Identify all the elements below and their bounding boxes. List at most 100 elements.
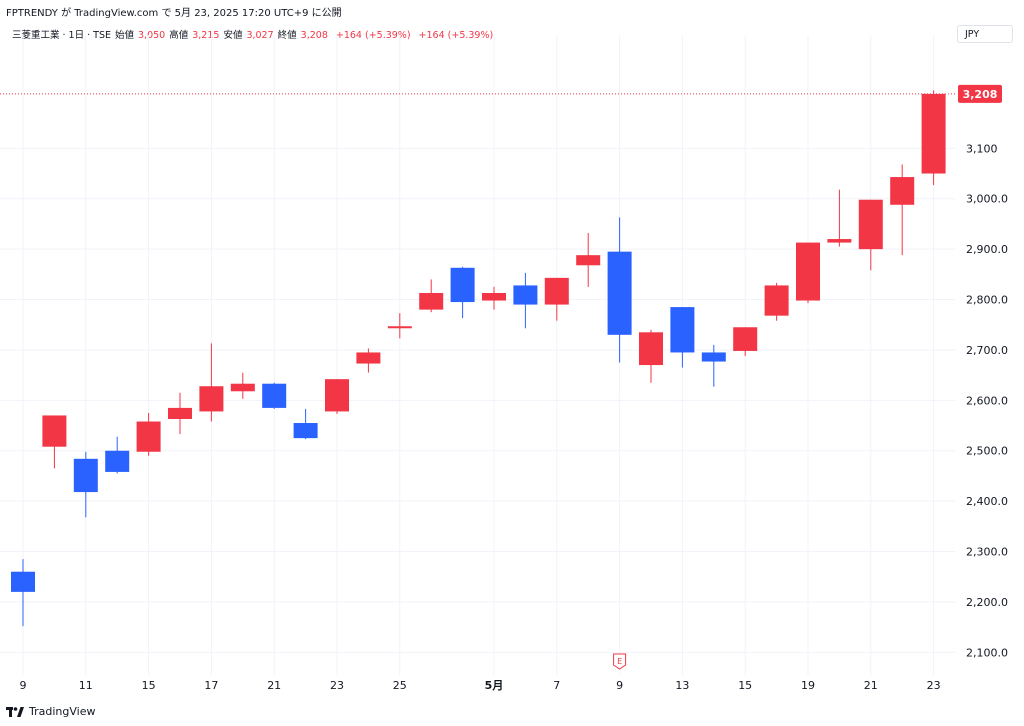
y-tick-label: 2,300.0 bbox=[966, 546, 1008, 559]
x-tick-label: 7 bbox=[553, 679, 560, 692]
last-price-tag-text: 3,208 bbox=[963, 88, 998, 101]
candle-body bbox=[168, 407, 192, 419]
legend-change: +164 (+5.39%) bbox=[335, 30, 411, 41]
legend-open-value: 3,050 bbox=[138, 30, 166, 41]
candle-body bbox=[701, 352, 726, 362]
candle-body bbox=[325, 379, 349, 412]
candle-down bbox=[670, 307, 695, 368]
y-tick-label: 2,900.0 bbox=[966, 243, 1008, 256]
candle-body bbox=[921, 93, 946, 174]
candle-body bbox=[796, 242, 820, 301]
candle-body bbox=[858, 199, 883, 250]
candle-body bbox=[576, 255, 601, 266]
symbol-legend: 三菱重工業 · 1日 · TSE 始値 3,050 高値 3,215 安値 3,027… bbox=[12, 27, 493, 41]
candle-up bbox=[482, 286, 506, 310]
candle-body bbox=[136, 421, 161, 452]
candle-up bbox=[136, 412, 161, 456]
candle-body bbox=[387, 326, 412, 329]
candle-up bbox=[387, 313, 412, 339]
axes: 2,100.0 2,200.0 2,300.0 2,400.0 2,500.0 2,600… bbox=[20, 84, 1008, 692]
legend-open-label: 始値 bbox=[115, 30, 135, 41]
candle-body bbox=[230, 383, 255, 392]
candle-up bbox=[921, 90, 946, 186]
candle-up bbox=[168, 392, 192, 435]
x-tick-label: 23 bbox=[927, 679, 941, 692]
candle-body bbox=[639, 332, 663, 366]
candle-body bbox=[827, 239, 852, 243]
legend-close-value: 3,208 bbox=[300, 30, 328, 41]
candle-up bbox=[230, 372, 255, 399]
candle-body bbox=[73, 458, 98, 493]
y-tick-label: 2,400.0 bbox=[966, 495, 1008, 508]
candle-up bbox=[419, 279, 444, 313]
y-tick-label: 2,200.0 bbox=[966, 596, 1008, 609]
candle-up bbox=[858, 199, 883, 271]
last-price-tag: 3,208 bbox=[958, 84, 1002, 103]
candle-up bbox=[325, 379, 349, 414]
candle-up bbox=[42, 415, 67, 469]
candle-body bbox=[482, 292, 506, 301]
candle-up bbox=[639, 329, 663, 383]
candle-down bbox=[607, 217, 632, 363]
grid-lines bbox=[0, 35, 955, 675]
x-tick-label: 11 bbox=[79, 679, 93, 692]
candle-down bbox=[73, 451, 98, 518]
tradingview-icon bbox=[6, 706, 24, 717]
candle-down bbox=[701, 344, 726, 387]
candle-up bbox=[796, 242, 820, 304]
candle-down bbox=[105, 436, 130, 474]
x-tick-label: 17 bbox=[204, 679, 218, 692]
candle-down bbox=[262, 382, 287, 409]
y-tick-label: 2,100.0 bbox=[966, 646, 1008, 659]
x-tick-label: 23 bbox=[330, 679, 344, 692]
candle-down bbox=[293, 408, 318, 440]
x-tick-label: 25 bbox=[393, 679, 407, 692]
earnings-marker-label: E bbox=[617, 657, 622, 666]
x-tick-label: 21 bbox=[267, 679, 281, 692]
x-tick-label: 13 bbox=[675, 679, 689, 692]
candle-body bbox=[356, 352, 381, 364]
legend-high-label: 高値 bbox=[169, 30, 189, 41]
earnings-marker: E bbox=[613, 653, 627, 670]
candle-body bbox=[419, 292, 444, 310]
x-tick-label: 15 bbox=[738, 679, 752, 692]
currency-selector[interactable]: JPY bbox=[957, 25, 1013, 43]
legend-symbol: 三菱重工業 · 1日 · TSE bbox=[12, 30, 111, 41]
candle-body bbox=[513, 285, 538, 305]
x-tick-label: 5月 bbox=[485, 679, 504, 692]
candle-up bbox=[544, 277, 569, 321]
publish-attribution: FPTRENDY が TradingView.com で 5月 23, 2025… bbox=[6, 8, 342, 19]
candle-down bbox=[450, 266, 475, 319]
candle-body bbox=[670, 307, 695, 353]
y-tick-label: 2,500.0 bbox=[966, 445, 1008, 458]
y-tick-label: 2,700.0 bbox=[966, 344, 1008, 357]
candle-down bbox=[513, 272, 538, 329]
candle-up bbox=[827, 189, 852, 247]
candle-up bbox=[356, 348, 381, 373]
x-tick-label: 9 bbox=[616, 679, 623, 692]
candle-body bbox=[199, 386, 224, 412]
candle-body bbox=[450, 267, 475, 303]
candle-down bbox=[11, 559, 35, 627]
candle-up bbox=[733, 327, 758, 356]
x-tick-label: 15 bbox=[142, 679, 156, 692]
legend-low-label: 安値 bbox=[223, 30, 243, 41]
candle-up bbox=[576, 233, 601, 287]
candle-body bbox=[262, 383, 287, 408]
legend-low-value: 3,027 bbox=[246, 30, 274, 41]
footer-brand-text: TradingView bbox=[29, 705, 96, 718]
candle-body bbox=[11, 571, 35, 592]
y-tick-label: 3,000.0 bbox=[966, 193, 1008, 206]
candle-body bbox=[293, 423, 318, 439]
candle-body bbox=[890, 177, 915, 205]
last-price-tag-bg bbox=[958, 84, 1002, 103]
candle-body bbox=[733, 327, 758, 351]
x-tick-label: 19 bbox=[801, 679, 815, 692]
legend-high-value: 3,215 bbox=[192, 30, 220, 41]
candle-up bbox=[199, 343, 224, 422]
y-tick-label: 3,100 bbox=[966, 142, 998, 155]
tradingview-logo[interactable]: TradingView bbox=[6, 705, 95, 718]
candle-body bbox=[105, 450, 130, 472]
y-tick-label: 2,600.0 bbox=[966, 394, 1008, 407]
